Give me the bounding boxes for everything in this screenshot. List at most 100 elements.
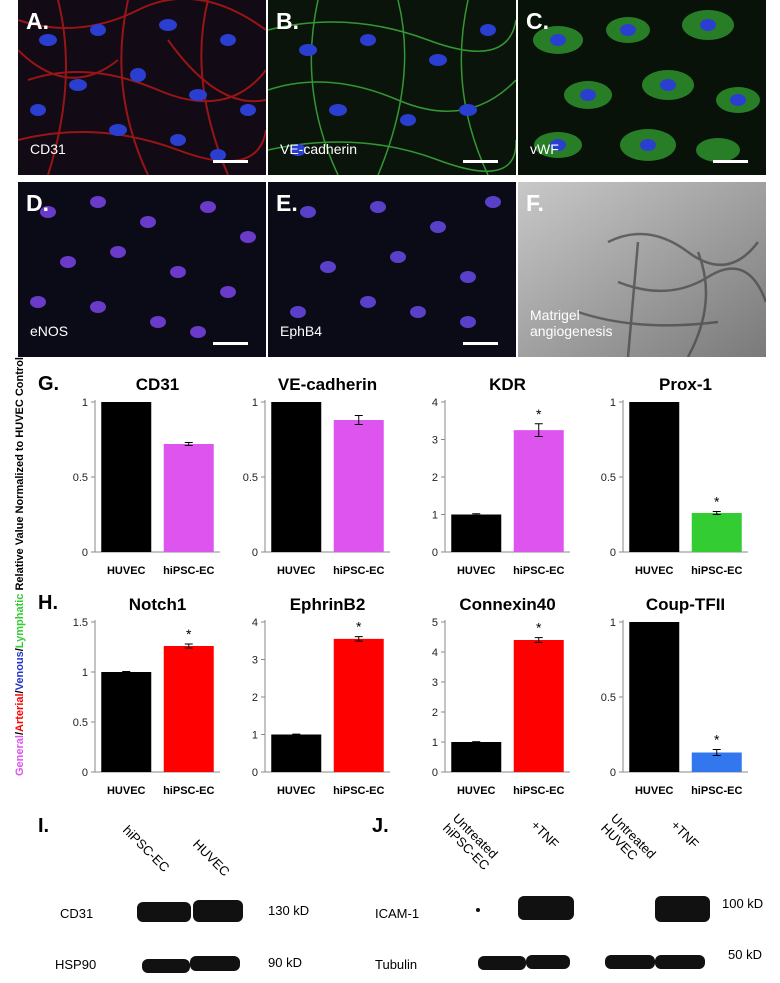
significance-star: *	[714, 494, 720, 510]
y-axis-sep: /	[14, 690, 26, 694]
category-label: HUVEC	[457, 565, 496, 577]
y-tick-label: 3	[432, 677, 438, 689]
chart-notch1: Notch1 0 0.5 1 1.5 HUVEC * hiPSC-EC	[73, 595, 220, 797]
y-axis-arterial: Arterial	[14, 693, 26, 732]
section-i-label: I.	[38, 815, 50, 837]
blot-j-lane-2: +TNF	[528, 817, 562, 852]
blot-j-lane-4: +TNF	[668, 817, 702, 852]
blot-j-size-2: 50 kD	[728, 947, 762, 962]
blot-band	[526, 955, 570, 969]
y-axis-sep: /	[14, 731, 26, 736]
chart-kdr: KDR 0 1 2 3 4 HUVEC * hiPSC-EC	[432, 375, 570, 577]
chart-prox1: Prox-1 0 0.5 1 HUVEC * hiPSC-EC	[601, 375, 748, 577]
category-label: hiPSC-EC	[513, 785, 564, 797]
micrograph-e-image	[268, 182, 516, 357]
panel-e-stain: EphB4	[280, 323, 323, 339]
scale-bar	[713, 160, 748, 163]
y-tick-label: 1	[432, 510, 438, 522]
category-label: HUVEC	[277, 785, 316, 797]
bar	[101, 402, 152, 552]
chart-ephrinb2: EphrinB2 0 1 2 3 4 HUVEC * hiPSC-EC	[252, 595, 390, 797]
y-tick-label: 3	[252, 655, 258, 667]
panel-c-stain: vWF	[530, 141, 559, 157]
y-axis-venous: Venous	[14, 651, 26, 691]
y-tick-label: 0	[432, 767, 438, 779]
chart-title: KDR	[489, 375, 526, 394]
y-tick-label: 0	[610, 547, 616, 559]
scale-bar	[213, 160, 248, 163]
y-tick-label: 2	[432, 707, 438, 719]
y-tick-label: 1	[252, 730, 258, 742]
blot-band	[478, 956, 526, 970]
micrograph-a-image	[18, 0, 266, 175]
blot-band	[137, 902, 191, 922]
panel-e-label: E.	[276, 190, 298, 216]
y-axis-general: General	[14, 735, 26, 776]
micrograph-c-image	[518, 0, 766, 175]
y-tick-label: 0.5	[73, 472, 88, 484]
category-label: hiPSC-EC	[691, 785, 742, 797]
y-axis-lymphatic: Lymphatic	[14, 593, 26, 649]
category-label: hiPSC-EC	[333, 565, 384, 577]
y-tick-label: 1	[82, 397, 88, 409]
blot-band	[605, 955, 655, 969]
blot-i-lane-1: hiPSC-EC	[120, 822, 173, 875]
scale-bar	[463, 342, 498, 345]
bar	[271, 402, 322, 552]
panel-d-stain: eNOS	[30, 323, 69, 339]
y-axis-sep: /	[14, 648, 26, 652]
section-j-label: J.	[372, 815, 389, 837]
y-tick-label: 0	[252, 767, 258, 779]
y-tick-label: 1	[610, 617, 616, 629]
category-label: HUVEC	[107, 785, 146, 797]
significance-star: *	[356, 619, 362, 635]
blot-j-lane-3: Untreated HUVEC	[598, 810, 659, 864]
significance-star: *	[186, 626, 192, 642]
scale-bar	[463, 160, 498, 163]
blot-j-size-1: 100 kD	[722, 896, 764, 911]
y-tick-label: 3	[432, 435, 438, 447]
micrograph-c: C. vWF	[518, 0, 766, 175]
micrograph-a: A. CD31	[18, 0, 266, 175]
micrograph-b: B. VE-cadherin	[268, 0, 516, 175]
panel-a-stain: CD31	[30, 141, 66, 157]
panel-b-stain: VE-cadherin	[280, 141, 358, 157]
bar	[629, 402, 680, 552]
micrograph-f-image	[518, 182, 766, 357]
bar	[691, 752, 742, 772]
micrograph-d-image	[18, 182, 266, 357]
chart-ve-cadherin: VE-cadherin 0 0.5 1 HUVEC hiPSC-EC	[243, 375, 390, 577]
section-g-label: G.	[38, 373, 60, 395]
y-tick-label: 2	[252, 692, 258, 704]
blot-j-lane-1: Untreated hiPSC-EC	[440, 810, 501, 873]
blot-band	[655, 896, 710, 922]
y-tick-label: 1	[610, 397, 616, 409]
bar	[629, 622, 680, 772]
y-tick-label: 0.5	[243, 472, 258, 484]
blot-i-row-cd31: CD31	[60, 906, 94, 921]
bar	[513, 430, 564, 552]
bar	[691, 513, 742, 552]
category-label: hiPSC-EC	[163, 565, 214, 577]
y-axis-label: General/Arterial/Venous/Lymphatic Relati…	[14, 357, 26, 776]
y-tick-label: 1	[252, 397, 258, 409]
blot-j-row-icam1: ICAM-1	[375, 906, 420, 921]
panel-b-label: B.	[276, 8, 299, 34]
blot-band	[142, 959, 190, 973]
y-tick-label: 0	[252, 547, 258, 559]
y-tick-label: 0.5	[601, 692, 616, 704]
y-tick-label: 2	[432, 472, 438, 484]
blot-band	[655, 955, 705, 969]
significance-star: *	[536, 406, 542, 422]
category-label: HUVEC	[635, 565, 674, 577]
chart-title: EphrinB2	[290, 595, 366, 614]
chart-coup-tfii: Coup-TFII 0 0.5 1 HUVEC * hiPSC-EC	[601, 595, 748, 797]
significance-star: *	[714, 732, 720, 748]
blot-band	[190, 956, 240, 971]
blot-band	[476, 908, 480, 912]
category-label: HUVEC	[107, 565, 146, 577]
panel-f-label: F.	[526, 190, 544, 216]
panel-d-label: D.	[26, 190, 49, 216]
panel-c-label: C.	[526, 8, 549, 34]
y-tick-label: 4	[432, 647, 438, 659]
